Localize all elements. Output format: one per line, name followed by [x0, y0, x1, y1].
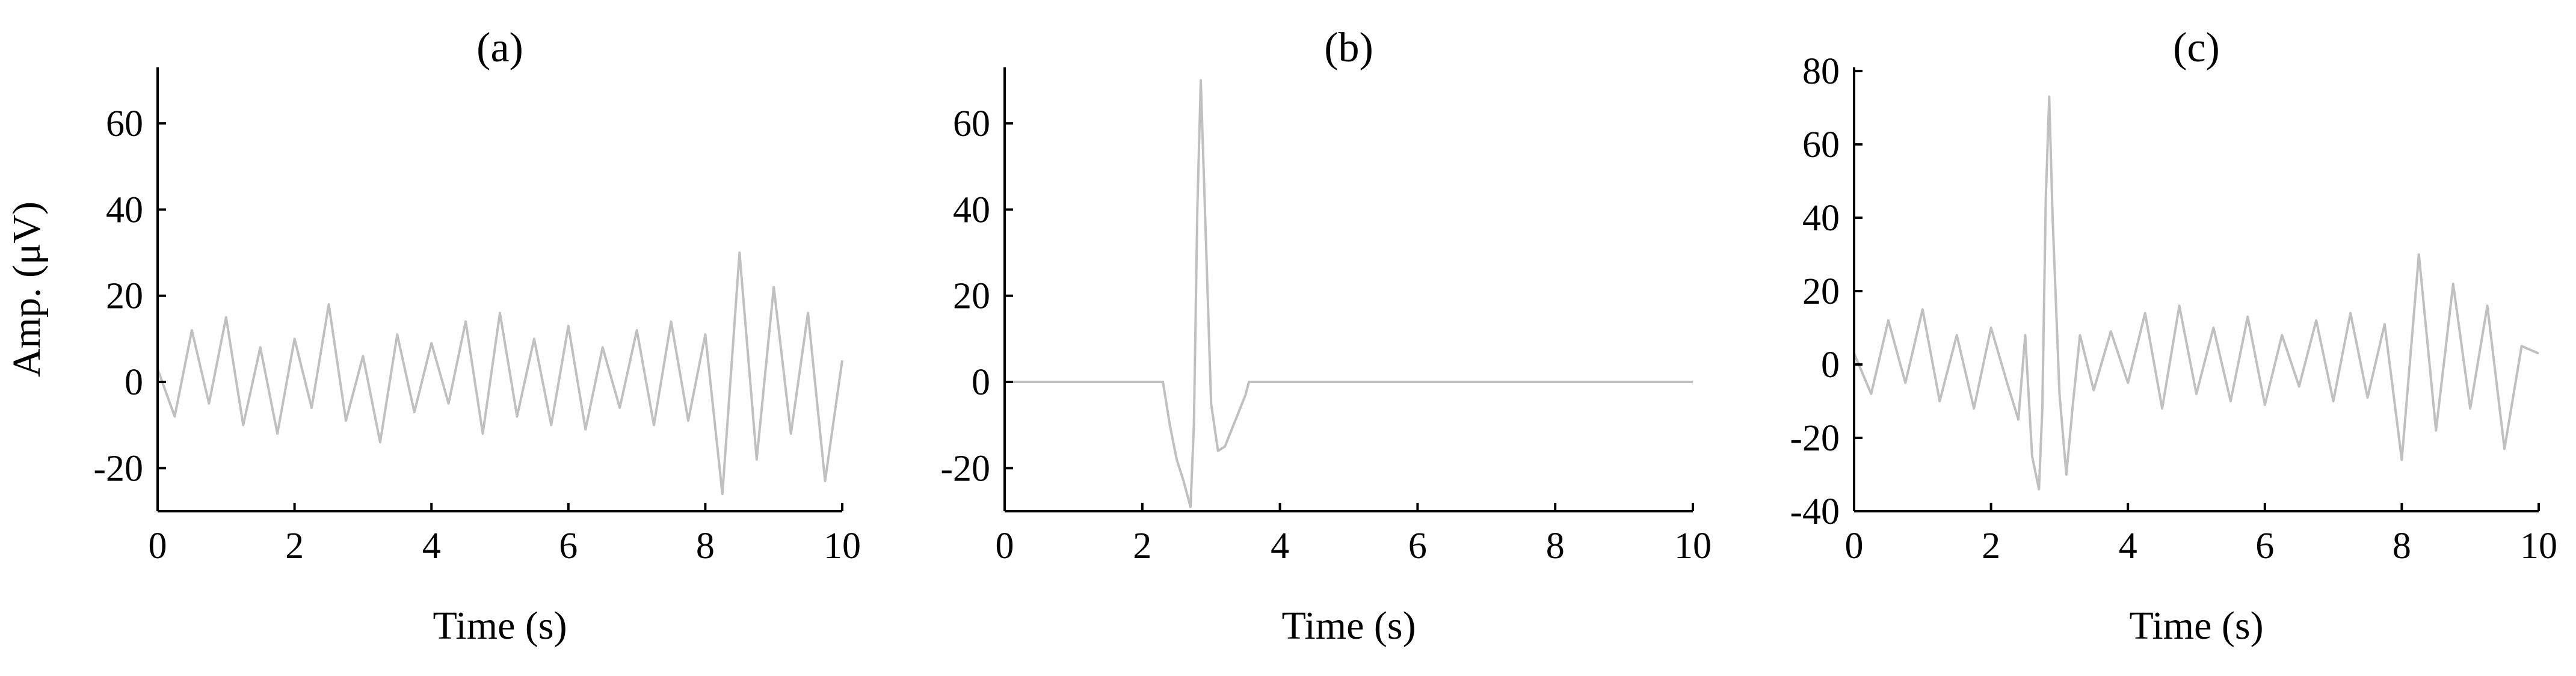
y-tick-label: 40 [1802, 198, 1840, 239]
x-tick-label: 8 [696, 526, 715, 567]
y-tick-label: 60 [106, 103, 143, 144]
x-tick-label: 10 [2520, 526, 2557, 567]
x-tick-label: 6 [2255, 526, 2274, 567]
y-tick-label: -20 [93, 448, 143, 489]
y-tick-label: 20 [1802, 271, 1840, 312]
y-tick-label: 0 [972, 362, 990, 403]
series-line-1 [156, 251, 843, 496]
x-tick-label: 2 [1982, 526, 2000, 567]
x-tick-label: 2 [285, 526, 304, 567]
x-axis-label: Time (s) [433, 604, 567, 648]
x-tick-label: 8 [2393, 526, 2411, 567]
y-tick-label: 60 [1802, 124, 1840, 165]
y-tick-label: 40 [953, 189, 990, 230]
y-tick-label: 0 [1821, 345, 1840, 386]
y-tick-label: -20 [1790, 418, 1840, 459]
y-tick-label: 20 [106, 276, 143, 317]
series-line-1 [1853, 95, 2539, 491]
x-axis-label: Time (s) [2129, 604, 2263, 648]
x-axis-label: Time (s) [1281, 604, 1416, 648]
chart-panel-3: 0 2 4 6 8 10 -40 -20 0 20 40 60 80 Time (s) (c) [1790, 25, 2557, 648]
x-tick-label: 8 [1546, 526, 1565, 567]
x-tick-label: 0 [1845, 526, 1864, 567]
x-tick-label: 4 [1271, 526, 1289, 567]
y-tick-label: 60 [953, 103, 990, 144]
y-tick-label: 20 [953, 276, 990, 317]
y-tick-label: -20 [940, 448, 990, 489]
x-tick-label: 6 [1408, 526, 1427, 567]
x-tick-label: 4 [2119, 526, 2137, 567]
y-tick-label: 40 [106, 189, 143, 230]
x-tick-label: 0 [996, 526, 1014, 567]
y-axis-label: Amp. (μV) [5, 201, 49, 377]
panel-title: (a) [476, 25, 523, 71]
y-tick-label: 80 [1802, 51, 1840, 92]
panel-title: (b) [1324, 25, 1373, 71]
x-tick-label: 6 [559, 526, 578, 567]
x-tick-label: 4 [422, 526, 441, 567]
x-tick-label: 10 [824, 526, 861, 567]
y-tick-label: -40 [1790, 491, 1840, 532]
x-tick-label: 2 [1133, 526, 1151, 567]
y-tick-label: 0 [125, 362, 143, 403]
x-tick-label: 10 [1674, 526, 1712, 567]
series-line-1 [1005, 79, 1693, 508]
panel-title: (c) [2173, 25, 2220, 71]
x-tick-label: 0 [149, 526, 167, 567]
